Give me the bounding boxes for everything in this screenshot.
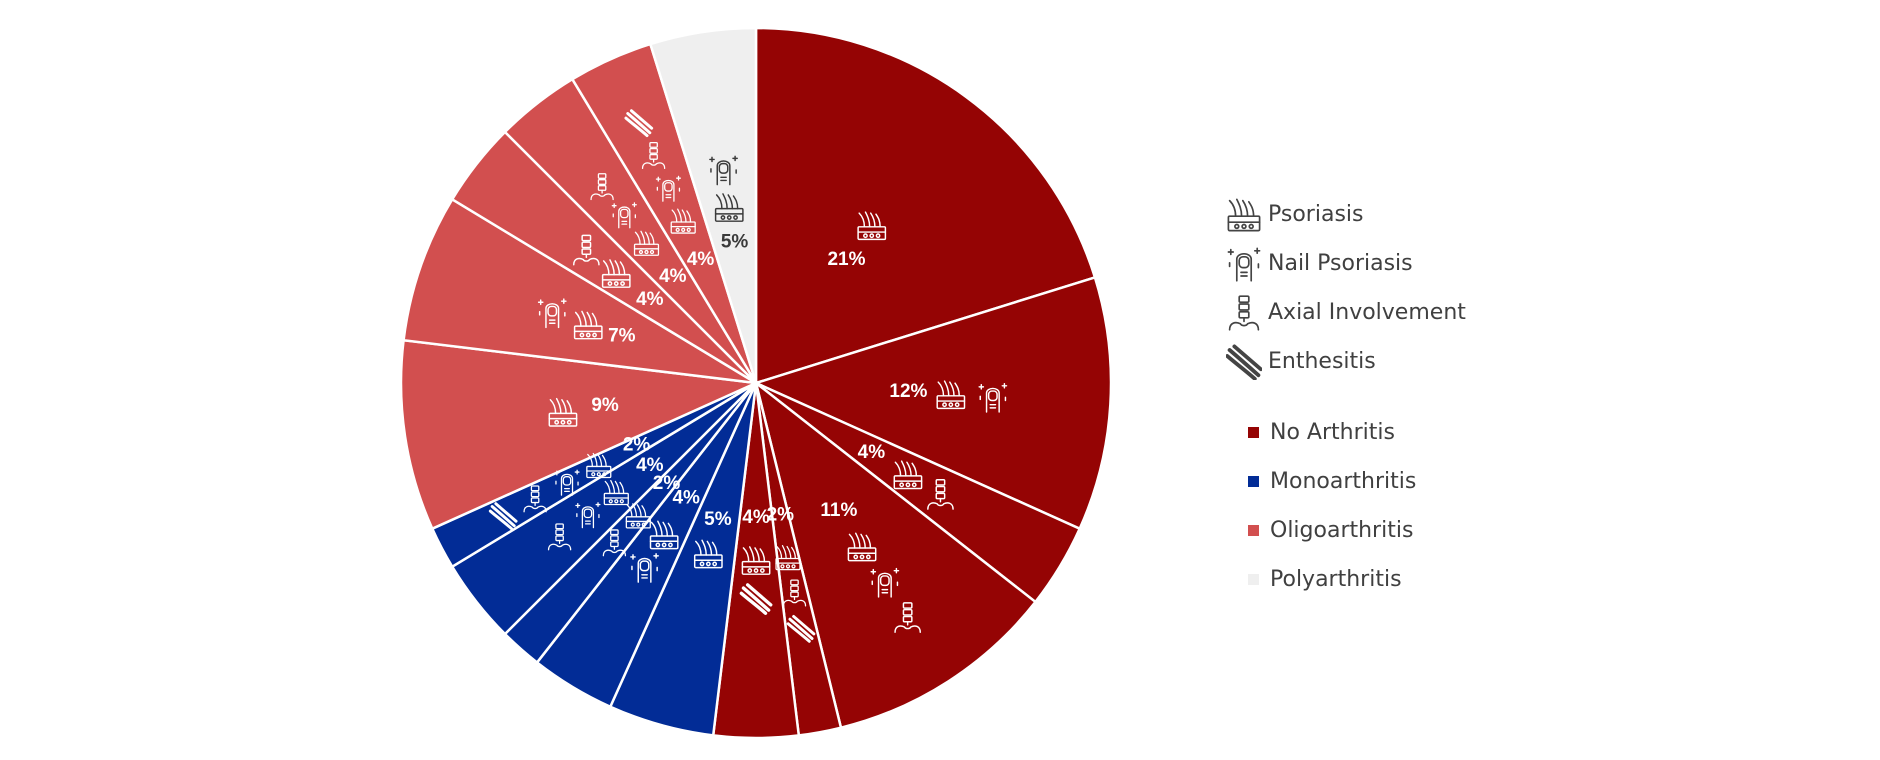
- nail-icon: [575, 502, 601, 529]
- spine-icon: [573, 234, 600, 266]
- nail-icon: [709, 155, 738, 186]
- spine-icon: [523, 485, 547, 513]
- psoriasis-skin-icon: [893, 460, 923, 490]
- slice-percent-label: 4%: [659, 266, 687, 287]
- slice-percent-label: 5%: [721, 232, 749, 253]
- spine-icon: [547, 523, 572, 551]
- spine-icon: [590, 173, 614, 201]
- nail-icon: [537, 298, 567, 329]
- tendon-icon: [786, 614, 816, 643]
- slice-percent-label: 4%: [636, 455, 664, 476]
- pie-slice-17: [648, 26, 758, 384]
- slice-percent-label: 7%: [608, 326, 636, 347]
- legend-swatch: [1248, 525, 1259, 536]
- spine-icon: [894, 602, 921, 633]
- spine-icon: [641, 141, 666, 170]
- psoriasis-skin-icon: [936, 380, 966, 410]
- legend-category-item: Oligoarthritis: [1226, 506, 1466, 555]
- legend-category-item: No Arthritis: [1226, 408, 1466, 457]
- legend-category-item: Polyarthritis: [1226, 555, 1466, 604]
- psoriasis-skin-icon: [548, 397, 578, 427]
- nail-icon: [630, 553, 659, 583]
- legend-categories: No Arthritis Monoarthritis Oligoarthritis P…: [1226, 408, 1466, 604]
- nail-icon: [554, 469, 580, 496]
- psoriasis-skin-icon: [693, 539, 723, 569]
- legend-label: Nail Psoriasis: [1268, 251, 1413, 276]
- slice-percent-label: 21%: [827, 249, 865, 270]
- tendon-icon: [488, 502, 518, 531]
- slice-percent-label: 5%: [704, 509, 732, 530]
- pie-slice-13: [402, 197, 757, 385]
- slice-percent-label: 4%: [687, 249, 715, 270]
- legend-label: Oligoarthritis: [1270, 518, 1414, 543]
- legend-label: Enthesitis: [1268, 349, 1376, 374]
- psoriasis-skin-icon: [601, 259, 631, 288]
- tendon-icon: [739, 583, 773, 615]
- slice-percent-label: 9%: [591, 395, 619, 416]
- legend-swatch: [1248, 476, 1259, 487]
- pie-slice-4: [753, 379, 1038, 730]
- slice-percent-label: 2%: [653, 473, 681, 494]
- legend-label: No Arthritis: [1270, 420, 1395, 445]
- psoriasis-skin-icon: [741, 546, 771, 575]
- pie-feature-icons: [488, 109, 1008, 643]
- psoriasis-skin-icon: [573, 310, 603, 340]
- slice-percent-label: 11%: [820, 500, 857, 521]
- legend-swatch: [1248, 574, 1259, 585]
- nail-icon: [655, 175, 682, 202]
- nail-icon: [1227, 247, 1261, 282]
- legend-label: Psoriasis: [1268, 202, 1364, 227]
- slice-percent-label: 12%: [889, 381, 927, 402]
- tendon-icon: [624, 109, 654, 138]
- legend-category-item: Monoarthritis: [1226, 457, 1466, 506]
- psoriasis-skin-icon: [670, 208, 696, 234]
- spine-icon: [927, 479, 954, 510]
- legend-label: Axial Involvement: [1268, 300, 1466, 325]
- legend-features: Psoriasis Nail Psoriasis Axial Involvement…: [1226, 190, 1466, 386]
- psoriasis-skin-icon: [1227, 198, 1261, 231]
- pie-slices: [399, 26, 1113, 740]
- psoriasis-skin-icon: [586, 452, 612, 479]
- psoriasis-skin-icon: [714, 193, 744, 222]
- pie-percent-labels: 21%12%4%11%2%4%5%4%2%4%2%9%7%4%4%4%5%: [591, 232, 927, 530]
- nail-icon: [978, 382, 1008, 413]
- slice-percent-label: 4%: [742, 507, 770, 528]
- psoriasis-skin-icon: [633, 230, 660, 256]
- slice-percent-label: 2%: [767, 505, 795, 526]
- pie-slice-1: [754, 26, 1097, 385]
- nail-icon: [870, 567, 900, 598]
- legend: Psoriasis Nail Psoriasis Axial Involvement…: [1226, 190, 1466, 604]
- psoriasis-skin-icon: [775, 544, 801, 571]
- legend-feature-item: Enthesitis: [1226, 337, 1466, 386]
- slice-percent-label: 4%: [858, 442, 886, 463]
- slice-percent-label: 2%: [623, 435, 651, 456]
- psoriasis-skin-icon: [649, 520, 679, 550]
- pie-slice-2: [752, 275, 1113, 531]
- legend-feature-item: Nail Psoriasis: [1226, 239, 1466, 288]
- legend-label: Polyarthritis: [1270, 567, 1402, 592]
- pie-slice-12: [399, 338, 761, 531]
- legend-feature-item: Psoriasis: [1226, 190, 1466, 239]
- slice-percent-label: 4%: [636, 289, 664, 310]
- tendon-icon: [1226, 343, 1262, 380]
- legend-swatch: [1248, 427, 1259, 438]
- slice-percent-label: 4%: [672, 487, 700, 508]
- spine-icon: [1228, 294, 1260, 331]
- spine-icon: [782, 579, 807, 607]
- psoriasis-skin-icon: [857, 211, 887, 241]
- nail-icon: [611, 202, 637, 229]
- spine-icon: [602, 529, 627, 557]
- psoriasis-skin-icon: [625, 503, 651, 529]
- legend-feature-item: Axial Involvement: [1226, 288, 1466, 337]
- psoriasis-skin-icon: [603, 479, 629, 506]
- psoriasis-skin-icon: [847, 532, 877, 562]
- legend-label: Monoarthritis: [1270, 469, 1417, 494]
